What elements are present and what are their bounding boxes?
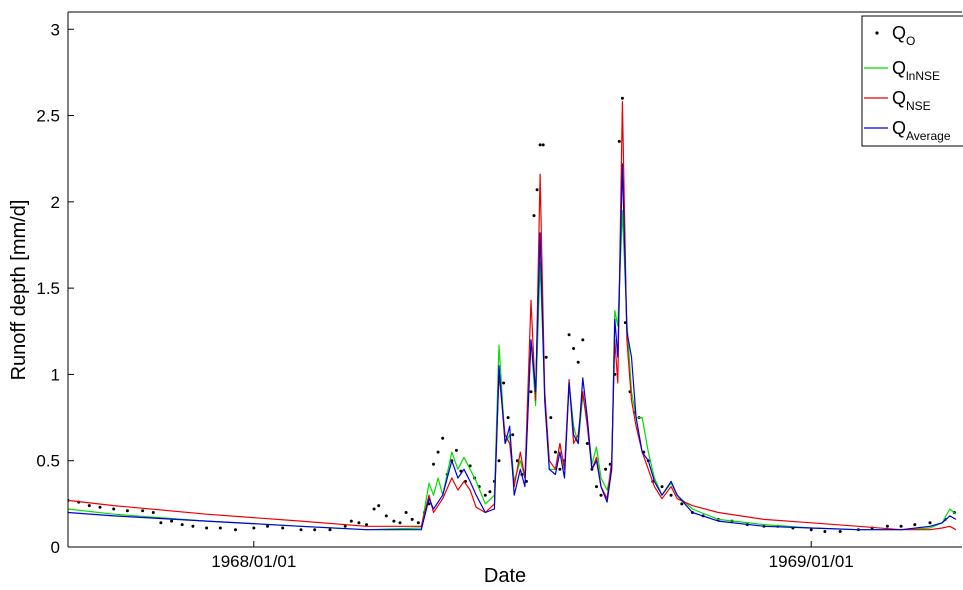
- y-tick-label: 0.5: [36, 452, 60, 471]
- observed-point: [599, 493, 603, 497]
- observed-point: [541, 143, 545, 147]
- y-tick-label: 3: [51, 20, 60, 39]
- series-line-qaverage: [68, 163, 957, 531]
- observed-point: [549, 416, 553, 420]
- observed-point: [454, 448, 458, 452]
- observed-point: [252, 526, 256, 530]
- x-tick-label: 1969/01/01: [769, 552, 854, 571]
- observed-point: [112, 507, 116, 511]
- observed-point: [392, 519, 396, 523]
- observed-point: [488, 490, 492, 494]
- observed-point: [538, 143, 542, 147]
- legend: QO QlnNSE QNSE QAverage: [861, 15, 963, 147]
- observed-point: [151, 511, 155, 514]
- observed-point: [349, 519, 353, 523]
- y-tick-label: 1: [51, 365, 60, 384]
- observed-point: [823, 530, 827, 533]
- observed-point: [669, 493, 673, 497]
- observed-point: [913, 523, 917, 527]
- observed-point: [191, 524, 195, 528]
- legend-marker-qo: [875, 31, 879, 35]
- observed-point: [398, 521, 402, 525]
- observed-point: [313, 528, 317, 532]
- observed-point: [125, 509, 129, 513]
- observed-point: [532, 214, 536, 218]
- observed-point: [502, 381, 506, 385]
- observed-point: [535, 188, 539, 192]
- series-group: [68, 96, 957, 533]
- observed-point: [567, 333, 571, 337]
- observed-point: [620, 96, 624, 100]
- observed-point: [384, 514, 388, 518]
- observed-point: [372, 507, 376, 511]
- observed-point: [377, 504, 381, 508]
- observed-point: [410, 517, 414, 521]
- observed-point: [483, 493, 487, 497]
- legend-label-qnse: QNSE: [892, 88, 931, 113]
- observed-point: [281, 526, 285, 530]
- observed-point: [576, 360, 580, 364]
- observed-point: [328, 528, 332, 532]
- observed-point: [365, 523, 368, 527]
- observed-point: [572, 347, 576, 350]
- observed-point: [436, 450, 440, 454]
- x-tick-label: 1968/01/01: [211, 552, 296, 571]
- observed-point: [809, 528, 813, 532]
- observed-point: [205, 526, 209, 530]
- observed-point: [432, 462, 435, 466]
- observed-point: [506, 416, 510, 420]
- observed-point: [558, 467, 562, 471]
- observed-point: [159, 521, 163, 525]
- observed-point: [218, 526, 222, 530]
- observed-point: [595, 485, 598, 489]
- axes: 0 0.5 1 1.5 2 2.5 3 1968/01/01 1969/01/01: [36, 11, 962, 571]
- y-tick-label: 1.5: [36, 279, 60, 298]
- observed-point: [604, 467, 608, 471]
- observed-point: [98, 505, 102, 509]
- observed-point: [838, 530, 842, 533]
- observed-point: [343, 524, 347, 528]
- legend-label-qo: QO: [892, 23, 915, 48]
- observed-point: [899, 524, 903, 528]
- observed-point: [141, 509, 145, 513]
- observed-point: [511, 433, 515, 437]
- observed-point: [544, 355, 548, 359]
- observed-point: [885, 524, 889, 528]
- plot-area: [68, 96, 957, 533]
- observed-point: [404, 511, 408, 514]
- y-tick-label: 2.5: [36, 107, 60, 126]
- observed-point: [299, 528, 303, 532]
- observed-point: [416, 521, 420, 525]
- series-line-qlnnse: [68, 209, 957, 531]
- y-tick-label: 2: [51, 193, 60, 212]
- legend-box: [861, 15, 963, 147]
- observed-point: [680, 502, 684, 506]
- observed-point: [581, 338, 585, 342]
- observed-point: [357, 521, 361, 525]
- observed-point: [170, 519, 174, 523]
- observed-point: [180, 523, 184, 527]
- observed-point: [87, 504, 91, 508]
- x-axis-title: Date: [484, 565, 526, 587]
- observed-point: [585, 442, 589, 445]
- legend-label-qaverage: QAverage: [892, 118, 951, 143]
- observed-point: [266, 524, 269, 528]
- observed-point: [660, 485, 664, 489]
- observed-point: [553, 450, 557, 454]
- observed-point: [441, 436, 445, 440]
- legend-label-qlnnse: QlnNSE: [892, 58, 940, 83]
- observed-point: [617, 139, 621, 143]
- observed-point: [529, 390, 533, 394]
- observed-point: [928, 521, 932, 525]
- y-axis-title: Runoff depth [mm/d]: [8, 200, 30, 381]
- observed-point: [497, 459, 501, 463]
- observed-point: [234, 528, 237, 532]
- y-tick-label: 0: [51, 538, 60, 557]
